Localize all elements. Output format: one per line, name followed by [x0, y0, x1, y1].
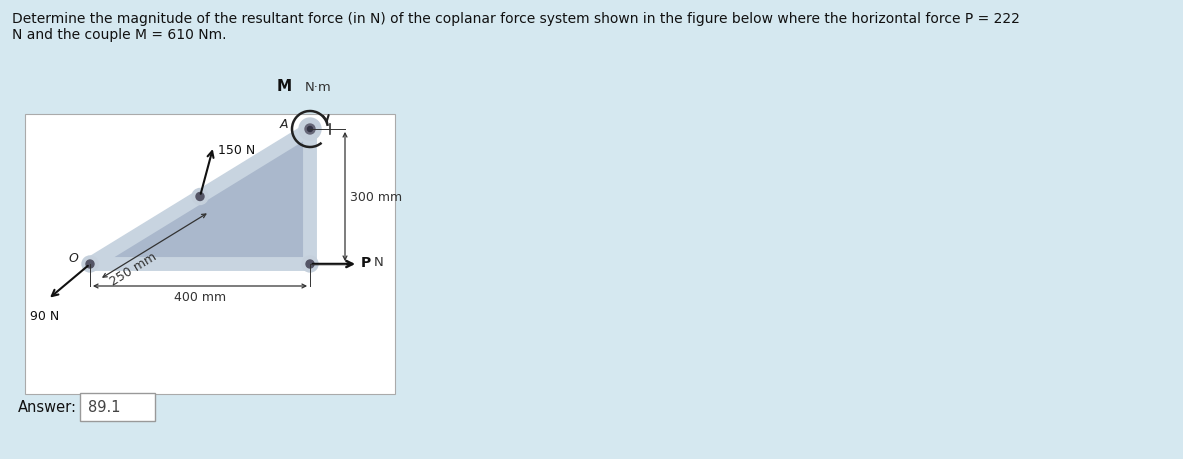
- Text: 150 N: 150 N: [219, 144, 256, 157]
- Text: N·m: N·m: [305, 81, 331, 94]
- Circle shape: [305, 125, 315, 134]
- Circle shape: [299, 119, 321, 141]
- Text: O: O: [69, 252, 78, 265]
- Text: M: M: [277, 79, 292, 94]
- Text: 400 mm: 400 mm: [174, 291, 226, 303]
- Text: 250 mm: 250 mm: [108, 250, 160, 288]
- Text: Answer:: Answer:: [18, 400, 77, 414]
- Bar: [25, 115, 395, 394]
- Text: N: N: [374, 256, 383, 269]
- Text: P: P: [361, 256, 371, 269]
- Text: A: A: [279, 118, 287, 131]
- Text: 89.1: 89.1: [88, 400, 121, 414]
- Circle shape: [302, 257, 318, 272]
- Circle shape: [86, 260, 93, 269]
- Circle shape: [82, 257, 98, 272]
- Text: 300 mm: 300 mm: [350, 190, 402, 203]
- FancyBboxPatch shape: [80, 393, 155, 421]
- Text: N and the couple M = 610 Nm.: N and the couple M = 610 Nm.: [12, 28, 226, 42]
- Polygon shape: [90, 130, 310, 264]
- Text: 90 N: 90 N: [31, 310, 59, 323]
- Circle shape: [196, 193, 203, 201]
- Circle shape: [308, 127, 312, 132]
- Text: Determine the magnitude of the resultant force (in N) of the coplanar force syst: Determine the magnitude of the resultant…: [12, 12, 1020, 26]
- Circle shape: [306, 260, 313, 269]
- Circle shape: [192, 189, 208, 205]
